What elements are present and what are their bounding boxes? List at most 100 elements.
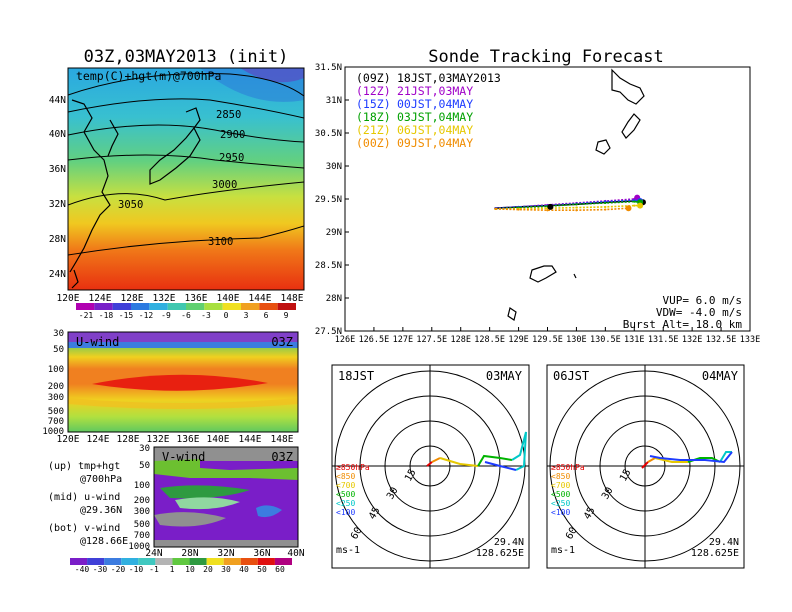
v-wind-label: V-wind	[162, 450, 205, 464]
u-p-tick: 1000	[42, 427, 64, 437]
u-wind-panel: U-wind 03Z 30 50 100 200 300 500 700 100…	[42, 329, 299, 445]
wind-colorbar-tick: 60	[275, 565, 285, 574]
map-lat-tick: 36N	[49, 164, 66, 175]
track-point	[633, 200, 636, 203]
track-legend-jst: 18JST,03MAY2013	[397, 71, 501, 85]
v-wind-time: 03Z	[271, 450, 293, 464]
map-lat-ticks: 44N 40N 36N 32N 28N 24N	[49, 95, 66, 280]
wind-colorbar-tick: -40	[75, 565, 90, 574]
track-legend: (09Z) 18JST,03MAY2013 (12Z) 21JST,03MAY …	[356, 71, 501, 150]
temp-colorbar-swatch	[186, 303, 205, 310]
hodograph-right: 06JST 04MAY 15 30 45 60 ≥850hPa <850 <70…	[546, 364, 745, 569]
level-label: <100	[336, 508, 355, 517]
track-point	[604, 205, 607, 209]
track-lon-tick: 129E	[508, 335, 528, 345]
wind-colorbar-swatch	[138, 558, 156, 565]
map-lon-tick: 140E	[217, 293, 240, 304]
contour-labels: 2850 2900 2950 3000 3050 3100	[118, 109, 245, 248]
v-p-tick: 100	[134, 481, 150, 491]
u-lon-tick: 148E	[271, 434, 294, 445]
v-p-tick: 300	[134, 507, 150, 517]
temp-colorbar-tick: -15	[119, 311, 134, 320]
map-lon-ticks: 120E 124E 128E 132E 136E 140E 144E 148E	[57, 293, 304, 304]
u-p-tick: 100	[48, 365, 64, 375]
track-legend-jst: 03JST,04MAY	[397, 110, 473, 124]
temperature-colorbar: -21 -18 -15 -12 -9 -6 -3 0 3 6 9	[76, 303, 296, 320]
contour-label: 2900	[220, 129, 245, 141]
track-lon-tick: 127E	[393, 335, 413, 345]
track-point	[546, 209, 549, 212]
right-title: Sonde Tracking Forecast	[428, 47, 663, 67]
contour-label: 3050	[118, 199, 143, 211]
map-label: temp(C)+hgt(m)@700hPa	[76, 69, 221, 83]
temperature-map-panel: temp(C)+hgt(m)@700hPa 2850 2900 2950 300…	[49, 67, 305, 304]
track-lon-tick: 131E	[624, 335, 644, 345]
u-lon-tick: 120E	[57, 434, 80, 445]
track-lon-tick: 129.5E	[532, 335, 563, 345]
u-p-tick: 500	[48, 407, 64, 417]
map-lat-tick: 44N	[49, 95, 66, 106]
level-label: ≥850hPa	[551, 463, 585, 472]
u-p-tick: 700	[48, 417, 64, 427]
hodo-right-rings: 15 30 45 60	[564, 468, 634, 542]
temp-colorbar-swatch	[167, 303, 186, 310]
map-lat-tick: 24N	[49, 269, 66, 280]
u-lon-tick: 140E	[207, 434, 230, 445]
track-lon-tick: 132.5E	[706, 335, 737, 345]
level-label: <100	[551, 508, 570, 517]
v-lat-tick: 28N	[181, 548, 198, 559]
legend-line-b: @29.36N	[80, 505, 122, 516]
track-lat-tick: 28N	[326, 294, 342, 304]
level-label: <250	[551, 499, 570, 508]
wind-colorbar-tick: 30	[221, 565, 231, 574]
v-wind-p-ticks: 30 50 100 200 300 500 700 1000	[128, 444, 150, 552]
wind-colorbar-tick: 50	[257, 565, 267, 574]
wind-colorbar-tick: 1	[170, 565, 175, 574]
track-lat-tick: 31N	[326, 96, 342, 106]
u-lon-tick: 136E	[177, 434, 200, 445]
contour-label: 3000	[212, 179, 237, 191]
track-landing-marker	[625, 205, 632, 212]
wind-colorbar-tick: 20	[203, 565, 213, 574]
map-lat-tick: 32N	[49, 199, 66, 210]
wind-colorbar-swatch	[172, 558, 190, 565]
temp-colorbar-tick: -9	[161, 311, 171, 320]
track-lat-tick: 29N	[326, 228, 342, 238]
track-burst-marker	[547, 203, 554, 210]
legend-line-b: @128.66E	[80, 536, 128, 547]
level-label: <850	[551, 472, 570, 481]
track-lines	[494, 194, 646, 212]
contour-label: 2950	[219, 152, 244, 164]
param-vup: VUP= 6.0 m/s	[663, 294, 742, 307]
track-lat-tick: 28.5N	[315, 261, 342, 271]
temp-colorbar-swatch	[149, 303, 168, 310]
wind-colorbar-tick: -10	[129, 565, 144, 574]
hodo-right-levels: ≥850hPa <850 <700 <500 <250 <100	[551, 463, 585, 517]
hodo-left-lat: 29.4N	[494, 537, 524, 548]
v-lat-tick: 24N	[145, 548, 162, 559]
map-lon-tick: 128E	[121, 293, 144, 304]
hodo-right-lon: 128.625E	[691, 548, 739, 559]
u-lon-tick: 124E	[87, 434, 110, 445]
temp-colorbar-swatch	[131, 303, 150, 310]
hodograph-left-trace	[426, 431, 527, 471]
track-lon-tick: 128.5E	[474, 335, 505, 345]
temp-colorbar-swatch	[112, 303, 131, 310]
param-vdw: VDW= -4.0 m/s	[656, 306, 742, 319]
temp-colorbar-tick: -18	[99, 311, 114, 320]
wind-colorbar-tick: -1	[149, 565, 159, 574]
wind-colorbar-swatch	[155, 558, 173, 565]
ring-label: 15	[403, 468, 419, 484]
u-p-tick: 50	[53, 345, 64, 355]
wind-colorbar-swatch	[70, 558, 88, 565]
ring-label: 30	[385, 486, 401, 502]
wind-colorbar-swatch	[223, 558, 241, 565]
u-wind-p-ticks: 30 50 100 200 300 500 700 1000	[42, 329, 64, 437]
track-lat-tick: 29.5N	[315, 195, 342, 205]
wind-colorbar-swatch	[240, 558, 258, 565]
level-label: <500	[336, 490, 355, 499]
track-landing-marker	[637, 202, 644, 209]
track-point	[633, 204, 636, 207]
temp-colorbar-tick: -21	[79, 311, 94, 320]
